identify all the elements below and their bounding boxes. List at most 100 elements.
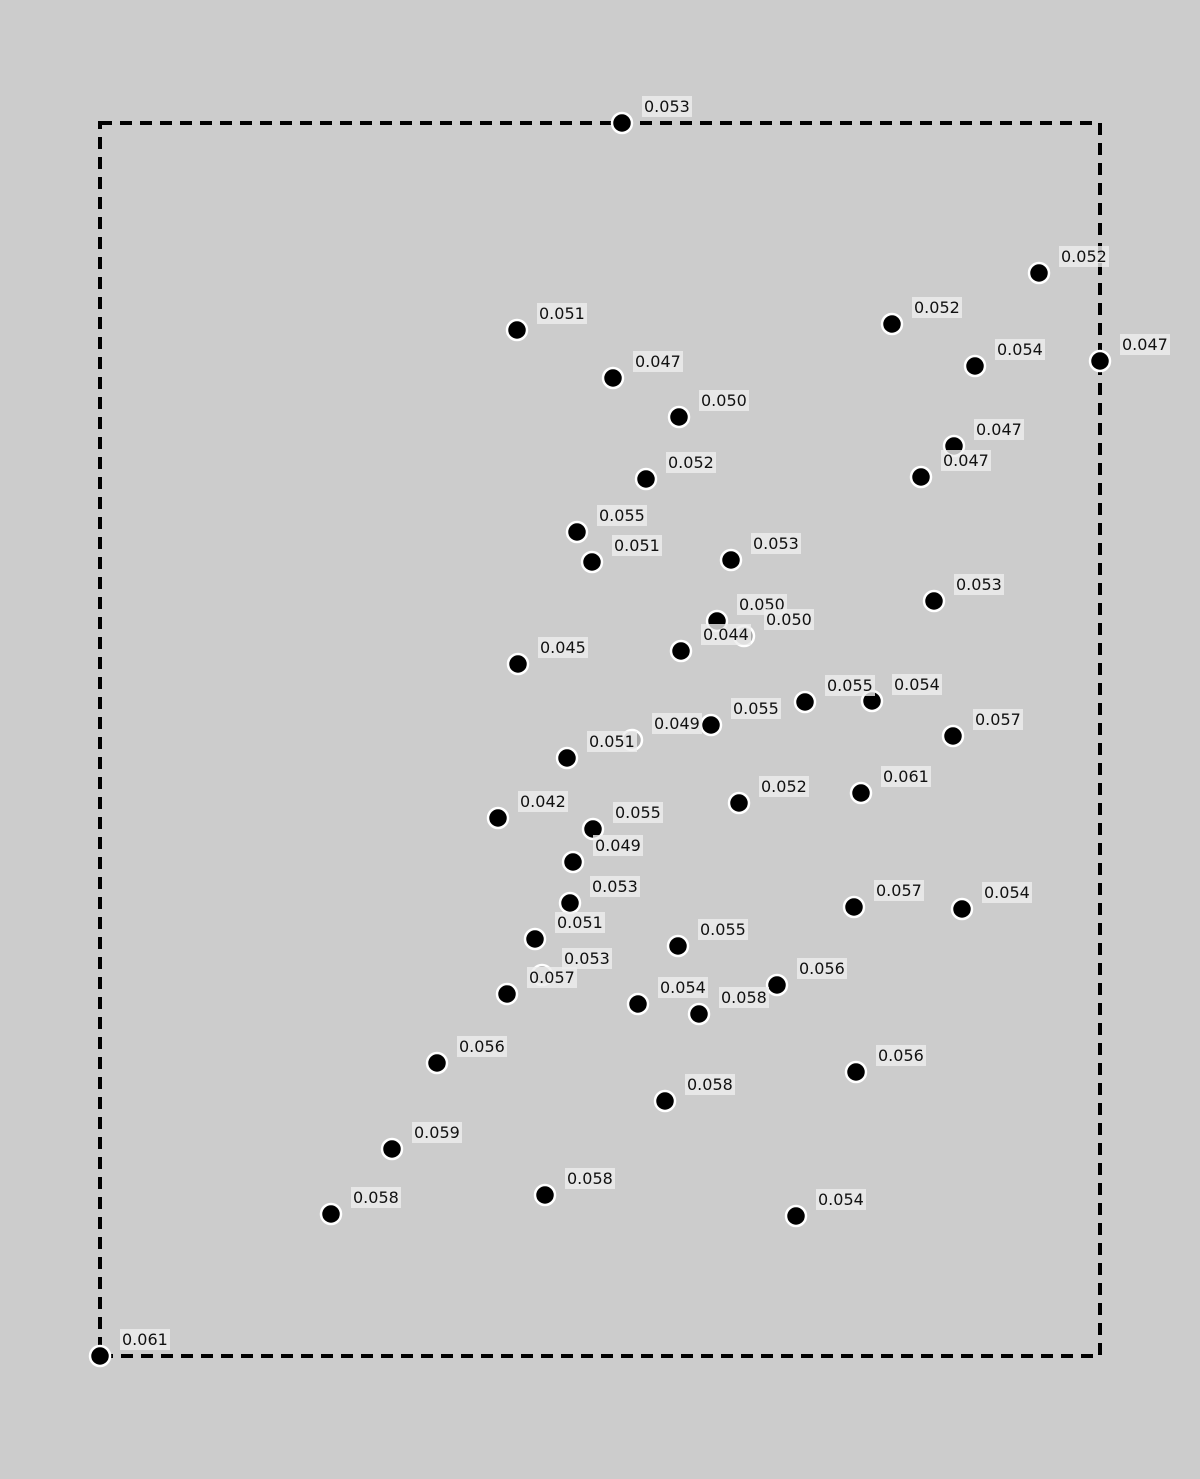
data-label: 0.061: [881, 766, 931, 787]
data-label-background: [457, 1036, 507, 1057]
data-label-text: 0.053: [753, 534, 799, 553]
data-label-background: [565, 1168, 615, 1189]
data-point: [601, 366, 625, 390]
data-label-background: [562, 948, 612, 969]
data-point: [533, 1183, 557, 1207]
data-point: [844, 1060, 868, 1084]
data-point: [922, 589, 946, 613]
plot-frame: [98, 121, 1102, 1358]
data-label: 0.053: [751, 533, 801, 554]
point-labels: 0.053 0.052 0.052 0.051 0.047 0.054 0.047 0.050…: [120, 96, 1170, 1350]
data-label-text: 0.055: [615, 803, 661, 822]
data-label: 0.047: [974, 419, 1024, 440]
data-point: [634, 467, 658, 491]
data-label-background: [941, 450, 991, 471]
data-label-text: 0.061: [122, 1330, 168, 1349]
data-label-background: [412, 1122, 462, 1143]
data-label: 0.057: [527, 967, 577, 988]
data-label: 0.052: [912, 297, 962, 318]
data-label-text: 0.058: [567, 1169, 613, 1188]
data-label-text: 0.047: [1122, 335, 1168, 354]
data-point: [505, 318, 529, 342]
data-label: 0.052: [759, 776, 809, 797]
data-point: [842, 895, 866, 919]
data-label-text: 0.053: [592, 877, 638, 896]
data-label-text: 0.055: [700, 920, 746, 939]
data-label: 0.052: [1059, 246, 1109, 267]
data-label-text: 0.049: [654, 714, 700, 733]
data-label: 0.054: [995, 339, 1045, 360]
data-label: 0.058: [351, 1187, 401, 1208]
data-label-text: 0.058: [353, 1188, 399, 1207]
data-label: 0.058: [719, 987, 769, 1008]
data-label: 0.044: [701, 624, 751, 645]
data-label: 0.047: [941, 450, 991, 471]
data-label: 0.059: [412, 1122, 462, 1143]
data-point: [580, 550, 604, 574]
data-label-background: [612, 535, 662, 556]
data-point: [555, 746, 579, 770]
data-label-background: [797, 958, 847, 979]
data-label-text: 0.057: [876, 881, 922, 900]
data-label-background: [982, 882, 1032, 903]
data-label-text: 0.052: [1061, 247, 1107, 266]
data-point: [626, 992, 650, 1016]
data-label-background: [685, 1074, 735, 1095]
data-point: [506, 652, 530, 676]
data-label-background: [597, 505, 647, 526]
data-label-text: 0.051: [557, 913, 603, 932]
data-label-text: 0.057: [975, 710, 1021, 729]
data-label-background: [825, 675, 875, 696]
data-label-text: 0.055: [599, 506, 645, 525]
data-label-background: [1059, 246, 1109, 267]
data-label-background: [954, 574, 1004, 595]
data-point: [565, 520, 589, 544]
data-label: 0.051: [587, 731, 637, 752]
data-point: [849, 781, 873, 805]
data-label: 0.053: [590, 876, 640, 897]
data-label-background: [518, 791, 568, 812]
data-label-text: 0.050: [766, 610, 812, 629]
data-label-background: [912, 297, 962, 318]
data-label: 0.047: [1120, 334, 1170, 355]
data-label-background: [974, 419, 1024, 440]
data-point: [727, 791, 751, 815]
data-label-text: 0.058: [687, 1075, 733, 1094]
data-label-background: [658, 977, 708, 998]
scatter-marks: [88, 111, 1112, 1368]
data-point: [699, 713, 723, 737]
data-label-text: 0.047: [635, 352, 681, 371]
data-label: 0.057: [973, 709, 1023, 730]
data-label: 0.056: [797, 958, 847, 979]
data-label-background: [633, 351, 683, 372]
data-label-text: 0.055: [733, 699, 779, 718]
data-label-text: 0.054: [818, 1190, 864, 1209]
data-point: [561, 850, 585, 874]
data-label-background: [613, 802, 663, 823]
data-label-text: 0.050: [701, 391, 747, 410]
data-point: [653, 1089, 677, 1113]
data-point: [558, 891, 582, 915]
data-point: [666, 934, 690, 958]
data-label-background: [593, 835, 643, 856]
data-label-text: 0.051: [539, 304, 585, 323]
data-label-background: [995, 339, 1045, 360]
data-label: 0.054: [982, 882, 1032, 903]
data-label: 0.049: [593, 835, 643, 856]
data-point: [486, 806, 510, 830]
data-label-text: 0.044: [703, 625, 749, 644]
data-point: [719, 548, 743, 572]
data-label-background: [120, 1329, 170, 1350]
data-label: 0.051: [612, 535, 662, 556]
data-label: 0.050: [764, 609, 814, 630]
data-label-text: 0.056: [459, 1037, 505, 1056]
data-label: 0.058: [565, 1168, 615, 1189]
data-point: [380, 1137, 404, 1161]
data-point: [610, 111, 634, 135]
data-label: 0.054: [816, 1189, 866, 1210]
data-label-text: 0.054: [997, 340, 1043, 359]
data-label: 0.055: [825, 675, 875, 696]
data-label: 0.047: [633, 351, 683, 372]
data-point: [319, 1202, 343, 1226]
data-label-text: 0.053: [564, 949, 610, 968]
